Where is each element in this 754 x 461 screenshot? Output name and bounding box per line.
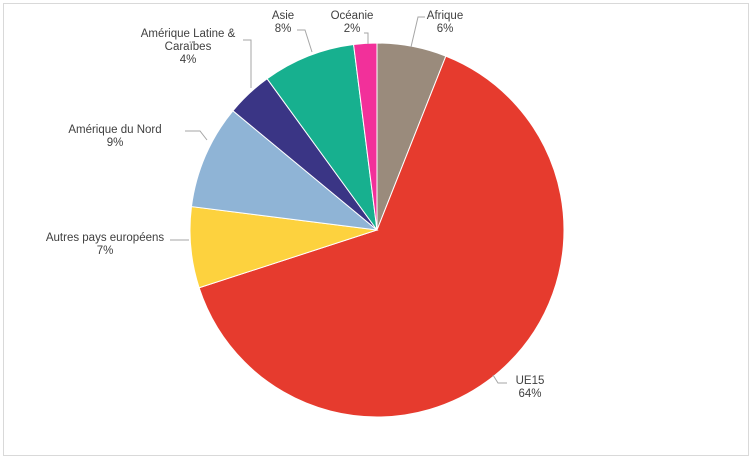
pie-slice-5 [266,43,378,231]
slice-label-2: Autres pays européens 7% [46,232,165,257]
pie-slice-1 [198,55,565,418]
slice-label-3: Amérique du Nord 9% [68,124,161,149]
leader-line-3 [185,130,208,141]
slice-label-0: Afrique 6% [427,10,463,35]
leader-line-1 [492,374,507,384]
leader-line-0 [410,16,425,48]
leader-line-5 [297,29,313,53]
leader-line-6 [364,32,369,44]
pie-slice-6 [353,42,378,231]
chart-frame [3,3,749,456]
slice-label-1: UE15 64% [516,375,545,400]
slice-label-4: Amérique Latine & Caraïbes 4% [141,28,236,66]
leader-line-4 [243,39,252,88]
slice-label-5: Asie 8% [272,10,294,35]
slice-label-6: Océanie 2% [331,10,374,35]
pie-slice-3 [190,110,379,231]
